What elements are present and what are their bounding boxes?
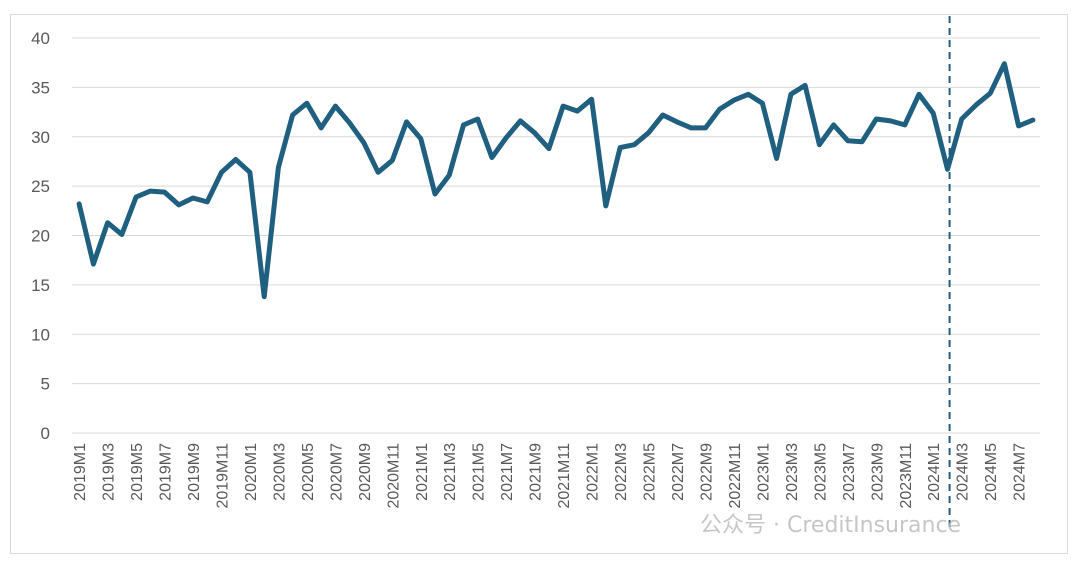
y-axis-ticks: 0 5 10 15 20 25 30 35 40 xyxy=(31,29,50,443)
x-tick-label: 2021M3 xyxy=(442,443,459,501)
x-axis-ticks: 2019M1 2019M3 2019M5 2019M7 2019M9 2019M11 202… xyxy=(72,443,1029,509)
y-tick-label: 30 xyxy=(31,128,50,147)
x-tick-label: 2022M9 xyxy=(698,443,715,501)
x-tick-label: 2021M7 xyxy=(499,443,516,501)
x-tick-label: 2019M11 xyxy=(214,443,231,509)
watermark-text: 公众号 · CreditInsurance xyxy=(700,513,961,538)
y-tick-label: 25 xyxy=(31,177,50,196)
y-tick-label: 15 xyxy=(31,276,50,295)
x-tick-label: 2024M3 xyxy=(955,443,972,501)
x-tick-label: 2023M9 xyxy=(869,443,886,501)
x-tick-label: 2019M3 xyxy=(101,443,118,501)
gridlines xyxy=(72,37,1040,434)
x-tick-label: 2021M1 xyxy=(414,443,431,501)
x-tick-label: 2020M1 xyxy=(243,443,260,501)
x-tick-label: 2021M5 xyxy=(471,443,488,501)
x-tick-label: 2022M7 xyxy=(670,443,687,501)
series-layer xyxy=(76,61,1036,300)
x-tick-label: 2019M9 xyxy=(186,443,203,501)
y-tick-label: 10 xyxy=(31,325,50,344)
x-tick-label: 2024M5 xyxy=(983,443,1000,501)
x-tick-label: 2020M7 xyxy=(328,443,345,501)
x-tick-label: 2021M11 xyxy=(556,443,573,509)
y-tick-label: 0 xyxy=(41,424,50,443)
x-tick-label: 2023M1 xyxy=(755,443,772,501)
x-tick-label: 2022M5 xyxy=(642,443,659,501)
x-tick-label: 2022M11 xyxy=(727,443,744,509)
series-line-0 xyxy=(76,61,1036,300)
y-tick-label: 20 xyxy=(31,227,50,246)
x-tick-label: 2023M5 xyxy=(812,443,829,501)
x-tick-label: 2019M5 xyxy=(129,443,146,501)
chart-frame xyxy=(10,14,1068,554)
x-tick-label: 2023M7 xyxy=(841,443,858,501)
x-tick-label: 2020M9 xyxy=(357,443,374,501)
y-tick-label: 35 xyxy=(31,78,50,97)
watermark: 公众号 · CreditInsurance xyxy=(700,513,961,538)
x-tick-label: 2022M1 xyxy=(585,443,602,501)
x-tick-label: 2019M1 xyxy=(72,443,89,501)
x-tick-label: 2020M5 xyxy=(300,443,317,501)
x-tick-label: 2022M3 xyxy=(613,443,630,501)
x-tick-label: 2024M1 xyxy=(926,443,943,501)
y-tick-label: 5 xyxy=(41,375,50,394)
x-tick-label: 2023M11 xyxy=(898,443,915,509)
x-tick-label: 2021M9 xyxy=(528,443,545,501)
x-tick-label: 2020M3 xyxy=(271,443,288,501)
x-tick-label: 2024M7 xyxy=(1012,443,1029,501)
x-tick-label: 2023M3 xyxy=(784,443,801,501)
y-tick-label: 40 xyxy=(31,29,50,48)
x-tick-label: 2020M11 xyxy=(385,443,402,509)
x-tick-label: 2019M7 xyxy=(158,443,175,501)
